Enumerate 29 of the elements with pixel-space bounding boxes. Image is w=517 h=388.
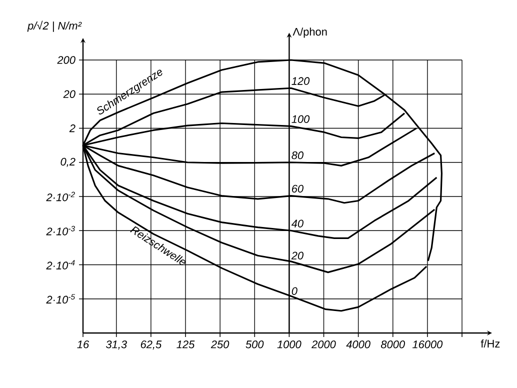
x-tick-label: 16000: [412, 340, 443, 348]
x-tick-label: 31,3: [106, 340, 127, 350]
x-tick-label: 8000: [380, 340, 405, 348]
x-tick-label: 4000: [346, 340, 370, 348]
ref-line-label: Λ/phon: [292, 28, 327, 38]
x-tick-label: 62,5: [140, 340, 162, 350]
annotation: 20: [291, 252, 304, 260]
y-tick-label: 200: [57, 56, 76, 64]
y-tick-label: 2·10$^{-3}$: [46, 226, 75, 236]
annotation: 60: [292, 184, 304, 193]
y-axis-title: p/√2 | N/m²: [27, 20, 82, 32]
annotation: 120: [292, 77, 310, 85]
x-tick-label: 16: [77, 340, 90, 348]
y-tick-label: 0,2: [60, 158, 76, 167]
x-tick-label: 1000: [277, 340, 302, 348]
y-tick-label: 2·10$^{-5}$: [46, 294, 76, 304]
x-tick-label: 500: [246, 340, 264, 348]
annotation: 0: [292, 287, 298, 295]
x-tick-label: 2000: [312, 340, 336, 348]
x-tick-label: 125: [176, 340, 195, 348]
annotation: 40: [291, 220, 304, 228]
y-tick-label: 2: [69, 124, 76, 132]
annotation: 100: [292, 115, 310, 123]
x-axis-title: f/Hz: [480, 340, 500, 348]
y-tick-label: 2·10$^{-2}$: [46, 192, 75, 202]
annotation: 80: [292, 151, 304, 160]
y-tick-label: 20: [63, 90, 76, 98]
x-tick-label: 250: [210, 340, 230, 348]
y-tick-label: 2·10$^{-4}$: [46, 260, 75, 270]
